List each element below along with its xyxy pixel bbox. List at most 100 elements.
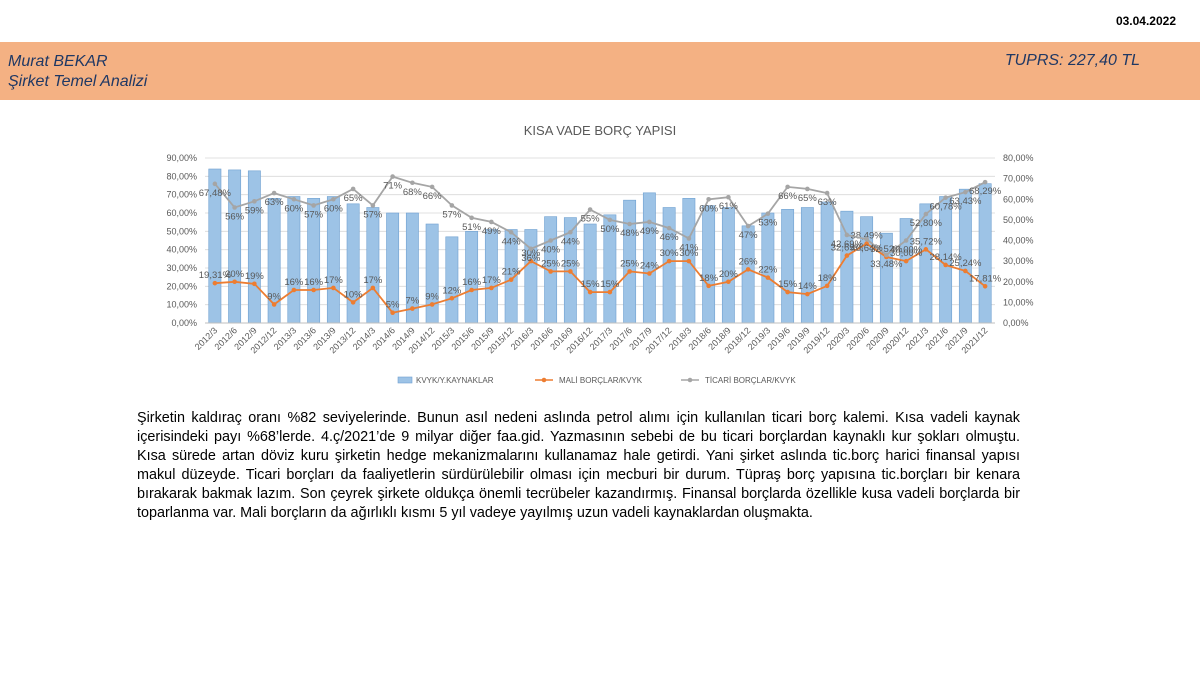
y-left-tick-label: 20,00% bbox=[166, 281, 197, 291]
data-label: 50% bbox=[600, 224, 620, 235]
data-point bbox=[331, 196, 336, 202]
data-point bbox=[350, 300, 356, 305]
bar bbox=[366, 207, 380, 324]
ticker-price: TUPRS: 227,40 TL bbox=[1004, 52, 1140, 69]
data-label: 60% bbox=[699, 203, 719, 214]
data-point bbox=[824, 283, 830, 289]
legend-swatch-marker bbox=[687, 377, 693, 383]
bar bbox=[524, 229, 538, 324]
data-point bbox=[963, 189, 968, 195]
data-point bbox=[311, 203, 316, 208]
data-point bbox=[568, 269, 573, 274]
data-label: 19,31% bbox=[199, 270, 232, 281]
data-label: 16% bbox=[462, 277, 482, 288]
data-label: 17% bbox=[482, 275, 502, 286]
analysis-paragraph: Şirketin kaldıraç oranı %82 seviyelerind… bbox=[137, 410, 1020, 521]
data-label: 71% bbox=[383, 181, 403, 192]
debt-structure-chart: KISA VADE BORÇ YAPISI 0,00% 10,00% 20,00% 30… bbox=[166, 123, 1034, 385]
bar bbox=[583, 223, 597, 324]
data-point bbox=[607, 289, 613, 295]
data-point bbox=[706, 196, 711, 202]
bar bbox=[287, 196, 301, 324]
data-label: 38,49% bbox=[851, 231, 884, 242]
data-label: 9% bbox=[267, 291, 281, 302]
y-left-tick-label: 80,00% bbox=[166, 171, 197, 181]
data-label: 48% bbox=[620, 228, 640, 239]
bar bbox=[326, 196, 340, 324]
data-point bbox=[903, 258, 909, 264]
bar bbox=[642, 192, 656, 324]
data-label: 67,48% bbox=[199, 188, 232, 199]
header-band bbox=[0, 42, 1200, 100]
data-label: 7% bbox=[406, 296, 420, 307]
data-label: 44% bbox=[502, 236, 522, 247]
data-point bbox=[528, 246, 534, 252]
data-point bbox=[903, 238, 909, 243]
data-point bbox=[429, 184, 435, 190]
data-point bbox=[666, 258, 672, 264]
data-label: 24% bbox=[640, 261, 660, 272]
y-left-tick-label: 0,00% bbox=[171, 318, 197, 328]
data-label: 41% bbox=[679, 242, 699, 253]
data-point bbox=[548, 269, 553, 274]
data-label: 30% bbox=[679, 248, 699, 259]
bar bbox=[425, 223, 439, 324]
data-point bbox=[429, 302, 435, 307]
data-point bbox=[410, 306, 415, 311]
data-point bbox=[449, 295, 455, 301]
data-point bbox=[765, 211, 771, 216]
data-label: 53% bbox=[758, 218, 778, 229]
data-label: 57% bbox=[304, 209, 324, 220]
data-point bbox=[982, 179, 988, 185]
data-point bbox=[489, 219, 494, 225]
data-label: 15% bbox=[600, 279, 620, 290]
data-label: 57% bbox=[363, 209, 383, 220]
data-point bbox=[469, 215, 474, 221]
data-point bbox=[844, 253, 850, 258]
data-point bbox=[923, 247, 929, 252]
data-label: 21% bbox=[502, 267, 522, 278]
data-label: 60% bbox=[284, 203, 304, 214]
data-point bbox=[331, 285, 336, 291]
data-point bbox=[390, 310, 395, 315]
y-right-tick-label: 80,00% bbox=[1003, 153, 1034, 163]
data-label: 17,81% bbox=[969, 273, 1002, 284]
data-point bbox=[943, 195, 948, 200]
data-point bbox=[271, 302, 277, 307]
bar bbox=[721, 207, 735, 324]
y-right-tick-label: 20,00% bbox=[1003, 277, 1034, 287]
data-point bbox=[508, 229, 514, 235]
data-point bbox=[726, 279, 731, 285]
data-point bbox=[864, 241, 869, 246]
data-label: 16% bbox=[304, 277, 324, 288]
legend-label: KVYK/Y.KAYNAKLAR bbox=[416, 376, 494, 385]
data-point bbox=[805, 291, 810, 297]
data-point bbox=[686, 236, 692, 241]
y-left-tick-label: 70,00% bbox=[166, 190, 197, 200]
data-point bbox=[647, 271, 652, 276]
data-label: 36% bbox=[521, 253, 541, 264]
data-label: 18% bbox=[699, 273, 719, 284]
bar bbox=[781, 209, 795, 324]
data-label: 66% bbox=[778, 191, 798, 202]
y-left-tick-label: 60,00% bbox=[166, 208, 197, 218]
y-left-tick-label: 90,00% bbox=[166, 153, 197, 163]
data-label: 42,69% bbox=[831, 239, 864, 250]
data-point bbox=[350, 186, 356, 192]
legend-label: MALİ BORÇLAR/KVYK bbox=[559, 376, 643, 385]
data-point bbox=[291, 287, 297, 293]
data-point bbox=[587, 207, 593, 212]
data-point bbox=[232, 279, 237, 285]
data-label: 51% bbox=[462, 222, 482, 233]
data-point bbox=[923, 211, 929, 217]
data-point bbox=[370, 285, 376, 291]
data-point bbox=[252, 281, 257, 287]
mali-borclar-line bbox=[214, 242, 986, 314]
data-label: 57% bbox=[442, 209, 462, 220]
y-right-tick-label: 60,00% bbox=[1003, 194, 1034, 204]
data-label: 46% bbox=[660, 232, 680, 243]
data-label: 17% bbox=[363, 275, 383, 286]
data-label: 66% bbox=[423, 191, 443, 202]
chart-title: KISA VADE BORÇ YAPISI bbox=[524, 123, 676, 138]
bar bbox=[662, 207, 676, 324]
